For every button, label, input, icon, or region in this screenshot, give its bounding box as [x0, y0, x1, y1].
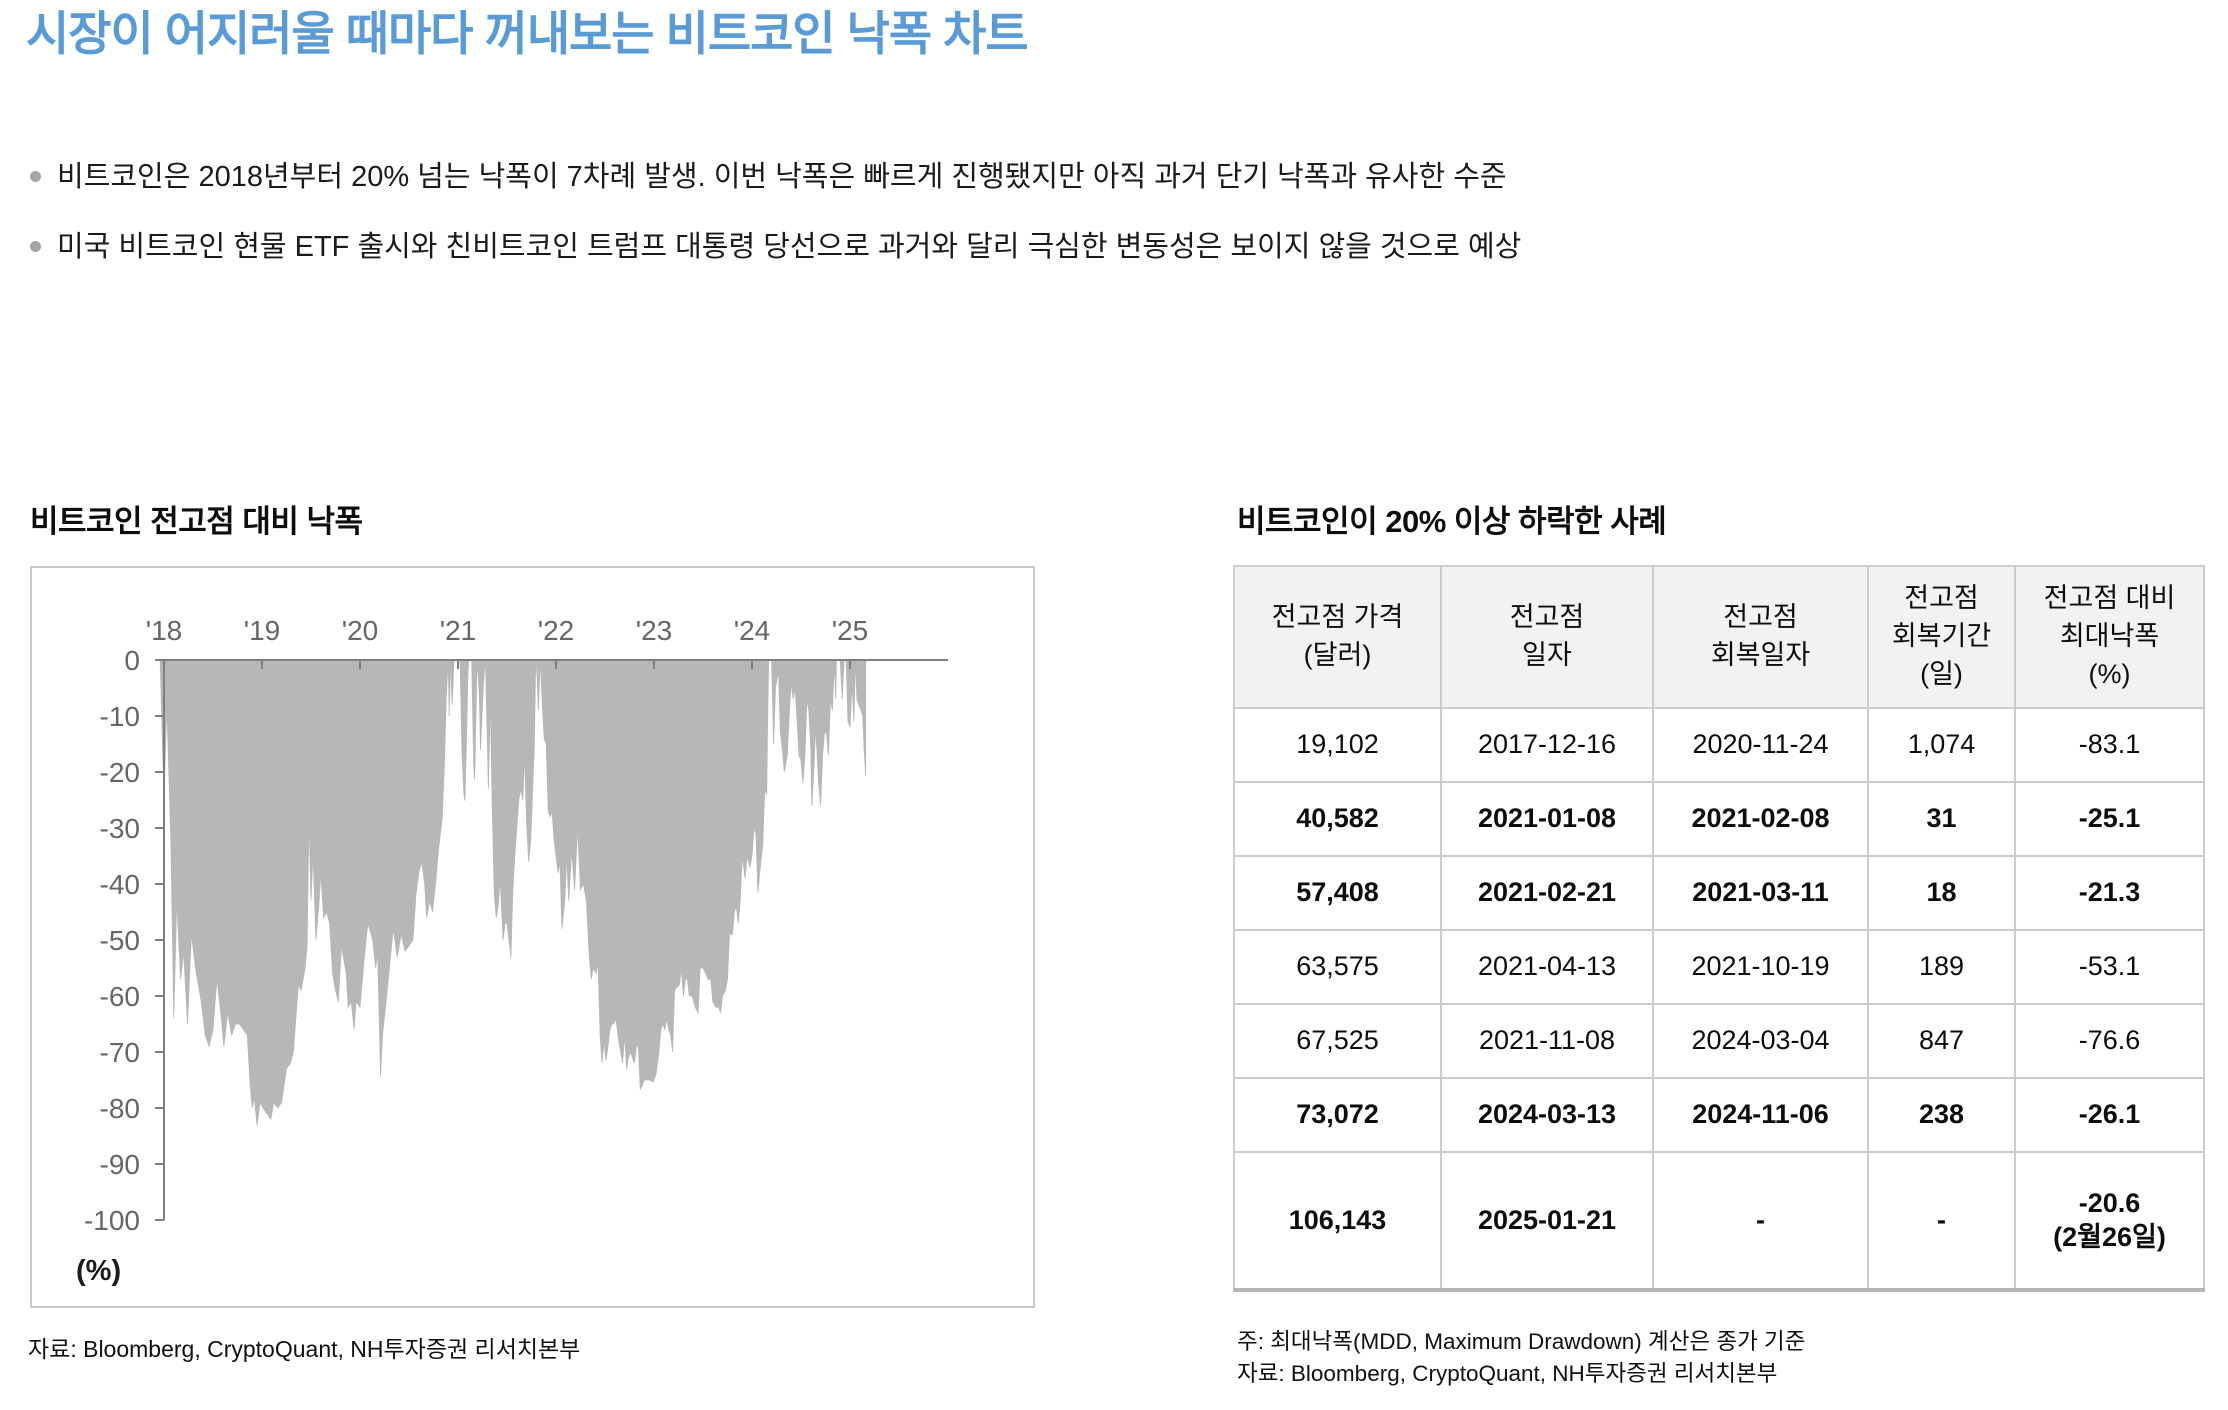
chart-section-heading: 비트코인 전고점 대비 낙폭 [30, 504, 363, 539]
x-axis-tick-label: '24 [734, 615, 771, 646]
table-row: 19,102 2017-12-16 2020-11-24 1,074 -83.1 [1233, 707, 2205, 783]
table-cell: - [1652, 1151, 1869, 1291]
y-axis-unit-label: (%) [76, 1255, 121, 1287]
table-source-note: 자료: Bloomberg, CryptoQuant, NH투자증권 리서치본부 [1237, 1361, 1778, 1386]
y-axis-tick-label: -70 [100, 1037, 140, 1068]
table-cell: 1,074 [1867, 707, 2016, 783]
x-axis-tick-label: '25 [832, 615, 869, 646]
x-axis-tick-label: '20 [342, 615, 379, 646]
x-axis-tick-label: '22 [538, 615, 575, 646]
table-cell: -20.6 (2월26일) [2014, 1151, 2205, 1291]
table-column-header: 전고점 가격 (달러) [1233, 565, 1442, 709]
y-axis-tick-label: 0 [124, 645, 140, 676]
drawdown-cases-table: 전고점 가격 (달러) 전고점 일자 전고점 회복일자 전고점 회복기간 (일) 전고점… [1233, 565, 2205, 1292]
table-cell: 31 [1867, 781, 2016, 857]
x-axis-tick-label: '19 [244, 615, 281, 646]
chart-source-note: 자료: Bloomberg, CryptoQuant, NH투자증권 리서치본부 [28, 1336, 581, 1362]
bullet-item-1: 비트코인은 2018년부터 20% 넘는 낙폭이 7차례 발생. 이번 낙폭은 … [30, 158, 2180, 197]
table-cell: 2021-10-19 [1652, 929, 1869, 1005]
drawdown-area-chart: '18 '19 '20 '21 '22 '23 '24 '25 0 -10 -20 -30 -40 -50… [76, 615, 948, 1287]
table-row: 40,582 2021-01-08 2021-02-08 31 -25.1 [1233, 781, 2205, 857]
table-cell: 40,582 [1233, 781, 1442, 857]
table-cell: 18 [1867, 855, 2016, 931]
x-axis-tick-label: '23 [636, 615, 673, 646]
table-cell: 2021-03-11 [1652, 855, 1869, 931]
table-row: 106,143 2025-01-21- - -20.6 (2월26일) [1233, 1151, 2205, 1291]
y-axis-tick-label: -40 [100, 869, 140, 900]
y-axis-tick-label: -20 [100, 757, 140, 788]
x-axis-tick-label: '21 [440, 615, 477, 646]
table-column-header: 전고점 회복일자 [1652, 565, 1869, 709]
bullet-text: 비트코인은 2018년부터 20% 넘는 낙폭이 7차례 발생. 이번 낙폭은 … [57, 161, 1507, 193]
table-column-header: 전고점 회복기간 (일) [1867, 565, 2016, 709]
table-cell: 189 [1867, 929, 2016, 1005]
table-cell: 57,408 [1233, 855, 1442, 931]
bullet-dot-icon [30, 241, 41, 252]
page-title: 시장이 어지러울 때마다 꺼내보는 비트코인 낙폭 차트 [26, 7, 1029, 60]
table-cell: 19,102 [1233, 707, 1442, 783]
table-cell: 2020-11-24 [1652, 707, 1869, 783]
y-axis-tick-label: -30 [100, 813, 140, 844]
table-cell: 2021-01-08 [1440, 781, 1654, 857]
table-cell: -83.1 [2014, 707, 2205, 783]
table-section-heading: 비트코인이 20% 이상 하락한 사례 [1237, 504, 1667, 539]
y-axis-tick-label: -50 [100, 925, 140, 956]
table-cell: 2024-03-13 [1440, 1077, 1654, 1153]
table-row: 67,525 2021-11-08 2024-03-04 847 -76.6 [1233, 1003, 2205, 1079]
table-body: 19,102 2017-12-16 2020-11-24 1,074 -83.1 40,5… [1233, 707, 2205, 1291]
table-cell: 73,072 [1233, 1077, 1442, 1153]
table-column-header: 전고점 일자 [1440, 565, 1654, 709]
table-cell: - [1867, 1151, 2016, 1291]
bullet-dot-icon [30, 171, 41, 182]
bullet-item-2: 미국 비트코인 현물 ETF 출시와 친비트코인 트럼프 대통령 당선으로 과거… [30, 228, 2180, 267]
y-axis-tick-label: -100 [84, 1205, 140, 1236]
table-cell: -53.1 [2014, 929, 2205, 1005]
table-cell: -21.3 [2014, 855, 2205, 931]
table-cell: -76.6 [2014, 1003, 2205, 1079]
table-cell: 67,525 [1233, 1003, 1442, 1079]
table-cell: 2021-02-21 [1440, 855, 1654, 931]
table-cell: 2024-03-04 [1652, 1003, 1869, 1079]
table-cell: 2025-01-21 [1440, 1151, 1654, 1291]
table-cell: 106,143 [1233, 1151, 1442, 1291]
table-row: 57,408 2021-02-21 2021-03-11 18 -21.3 [1233, 855, 2205, 931]
x-axis-tick-label: '18 [146, 615, 183, 646]
table-cell: 847 [1867, 1003, 2016, 1079]
table-cell: 2021-04-13 [1440, 929, 1654, 1005]
drawdown-area-series [159, 659, 867, 1126]
table-row: 63,575 2021-04-13 2021-10-19 189 -53.1 [1233, 929, 2205, 1005]
table-column-header: 전고점 대비 최대낙폭 (%) [2014, 565, 2205, 709]
table-header: 전고점 가격 (달러) 전고점 일자 전고점 회복일자 전고점 회복기간 (일) 전고점… [1233, 565, 2205, 709]
y-axis-tick-label: -60 [100, 981, 140, 1012]
table-cell: 63,575 [1233, 929, 1442, 1005]
y-axis-tick-label: -80 [100, 1093, 140, 1124]
table-note: 주: 최대낙폭(MDD, Maximum Drawdown) 계산은 종가 기준 [1237, 1329, 1806, 1354]
table-row: 73,072 2024-03-13 2024-11-06 238 -26.1 [1233, 1077, 2205, 1153]
y-axis-tick-label: -10 [100, 701, 140, 732]
drawdown-chart-panel: '18 '19 '20 '21 '22 '23 '24 '25 0 -10 -20 -30 -40 -50… [30, 566, 1035, 1308]
table-cell: 2024-11-06 [1652, 1077, 1869, 1153]
y-axis-tick-label: -90 [100, 1149, 140, 1180]
table-cell: 238 [1867, 1077, 2016, 1153]
bullet-text: 미국 비트코인 현물 ETF 출시와 친비트코인 트럼프 대통령 당선으로 과거… [57, 231, 1522, 263]
table-cell: 2017-12-16 [1440, 707, 1654, 783]
table-cell: -26.1 [2014, 1077, 2205, 1153]
table-cell: 2021-02-08 [1652, 781, 1869, 857]
table-cell: 2021-11-08 [1440, 1003, 1654, 1079]
table-cell: -25.1 [2014, 781, 2205, 857]
